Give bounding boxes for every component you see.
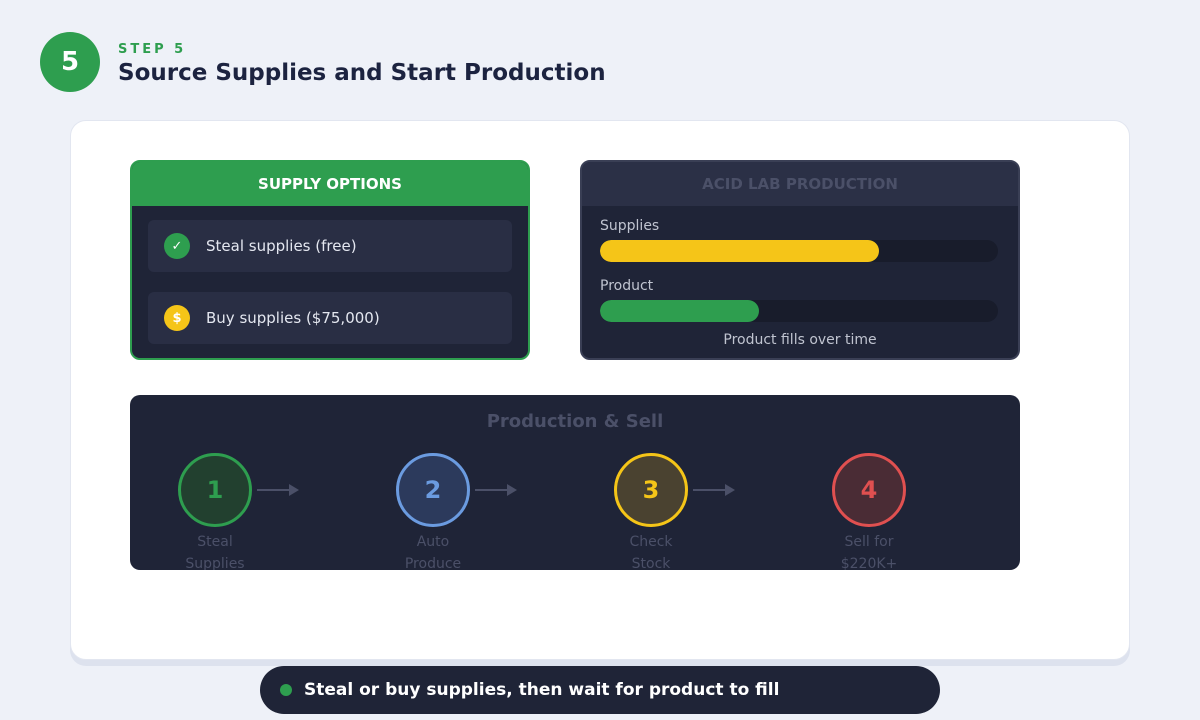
step-label: Sell for $220K+ (799, 531, 939, 570)
panel-header: ACID LAB PRODUCTION (582, 162, 1018, 206)
step-label: STEP 5 (118, 42, 187, 57)
step-title: Source Supplies and Start Production (118, 60, 606, 86)
bar-fill (600, 240, 879, 262)
footer-text: Steal or buy supplies, then wait for pro… (304, 680, 780, 700)
step-label-line: Produce (404, 556, 462, 570)
bar-label: Product (600, 278, 654, 294)
step-label: Steal Supplies (145, 531, 285, 570)
step-label-line: Supplies (185, 556, 245, 570)
bar-label: Supplies (600, 218, 660, 234)
dot (280, 684, 292, 696)
note: Product fills over time (723, 332, 877, 348)
step-label-line: $220K+ (840, 556, 898, 570)
arrow (693, 484, 735, 496)
supply-panel: SUPPLY OPTIONS ✓ Steal supplies (free) $… (130, 160, 530, 360)
production-panel: Production & Sell 1 Steal Supplies 2 Auto Pro… (130, 395, 1020, 570)
option: $ Buy supplies ($75,000) (148, 292, 512, 344)
step-circle: 3 (614, 453, 688, 527)
step-circle: 4 (832, 453, 906, 527)
step-label-line: Check (629, 534, 673, 550)
step-label: Auto Produce (363, 531, 503, 570)
option: ✓ Steal supplies (free) (148, 220, 512, 272)
footer: Steal or buy supplies, then wait for pro… (260, 666, 940, 714)
bar-fill (600, 300, 760, 322)
bar-track (600, 300, 998, 322)
step-label-line: Steal (197, 534, 233, 550)
option-text: Steal supplies (free) (206, 237, 357, 255)
arrow (257, 484, 299, 496)
step-circle: 2 (396, 453, 470, 527)
step-circle: 1 (178, 453, 252, 527)
step-badge: 5 (40, 32, 100, 92)
option-icon: ✓ (164, 233, 190, 259)
arrow (475, 484, 517, 496)
step-label-line: Sell for (844, 534, 894, 550)
option-text: Buy supplies ($75,000) (206, 309, 380, 327)
step-label: Check Stock (581, 531, 721, 570)
panel-header: SUPPLY OPTIONS (132, 162, 528, 206)
panel-title: Production & Sell (486, 411, 664, 432)
option-icon: $ (164, 305, 190, 331)
lab-panel: ACID LAB PRODUCTION Supplies Product Pro… (580, 160, 1020, 360)
bar-track (600, 240, 998, 262)
step-label-line: Auto (416, 534, 450, 550)
step-label-line: Stock (631, 556, 671, 570)
